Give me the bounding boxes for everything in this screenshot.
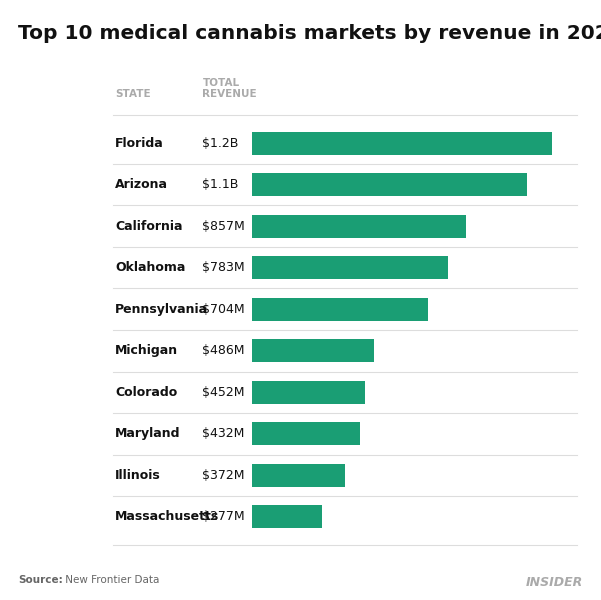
Text: Michigan: Michigan [115, 344, 178, 357]
Text: Maryland: Maryland [115, 427, 181, 440]
Text: California: California [115, 220, 183, 233]
Bar [252, 340, 374, 362]
Bar [252, 256, 448, 279]
Text: Colorado: Colorado [115, 386, 177, 399]
Text: Oklahoma: Oklahoma [115, 261, 186, 274]
Text: $372M: $372M [203, 469, 245, 482]
Text: Pennsylvania: Pennsylvania [115, 303, 208, 316]
Text: $1.1B: $1.1B [203, 178, 239, 191]
Bar [252, 131, 552, 154]
Text: $452M: $452M [203, 386, 245, 399]
Bar [252, 298, 428, 320]
Text: Arizona: Arizona [115, 178, 168, 191]
Text: $432M: $432M [203, 427, 245, 440]
Text: $783M: $783M [203, 261, 245, 274]
Text: Illinois: Illinois [115, 469, 161, 482]
Bar [252, 381, 365, 404]
Text: Source:: Source: [18, 575, 63, 585]
Text: Top 10 medical cannabis markets by revenue in 2020: Top 10 medical cannabis markets by reven… [18, 24, 601, 43]
Bar [252, 464, 346, 487]
Text: $277M: $277M [203, 511, 245, 523]
Bar [252, 215, 466, 238]
Text: TOTAL
REVENUE: TOTAL REVENUE [203, 78, 257, 100]
Text: STATE: STATE [115, 89, 151, 100]
Text: INSIDER: INSIDER [526, 576, 583, 589]
Text: Florida: Florida [115, 137, 164, 149]
Text: New Frontier Data: New Frontier Data [62, 575, 159, 585]
Text: $704M: $704M [203, 303, 245, 316]
Text: $1.2B: $1.2B [203, 137, 239, 149]
Bar [252, 422, 360, 445]
Bar [252, 505, 322, 529]
Text: $486M: $486M [203, 344, 245, 357]
Text: $857M: $857M [203, 220, 245, 233]
Text: Massachusetts: Massachusetts [115, 511, 219, 523]
Bar [252, 173, 527, 196]
